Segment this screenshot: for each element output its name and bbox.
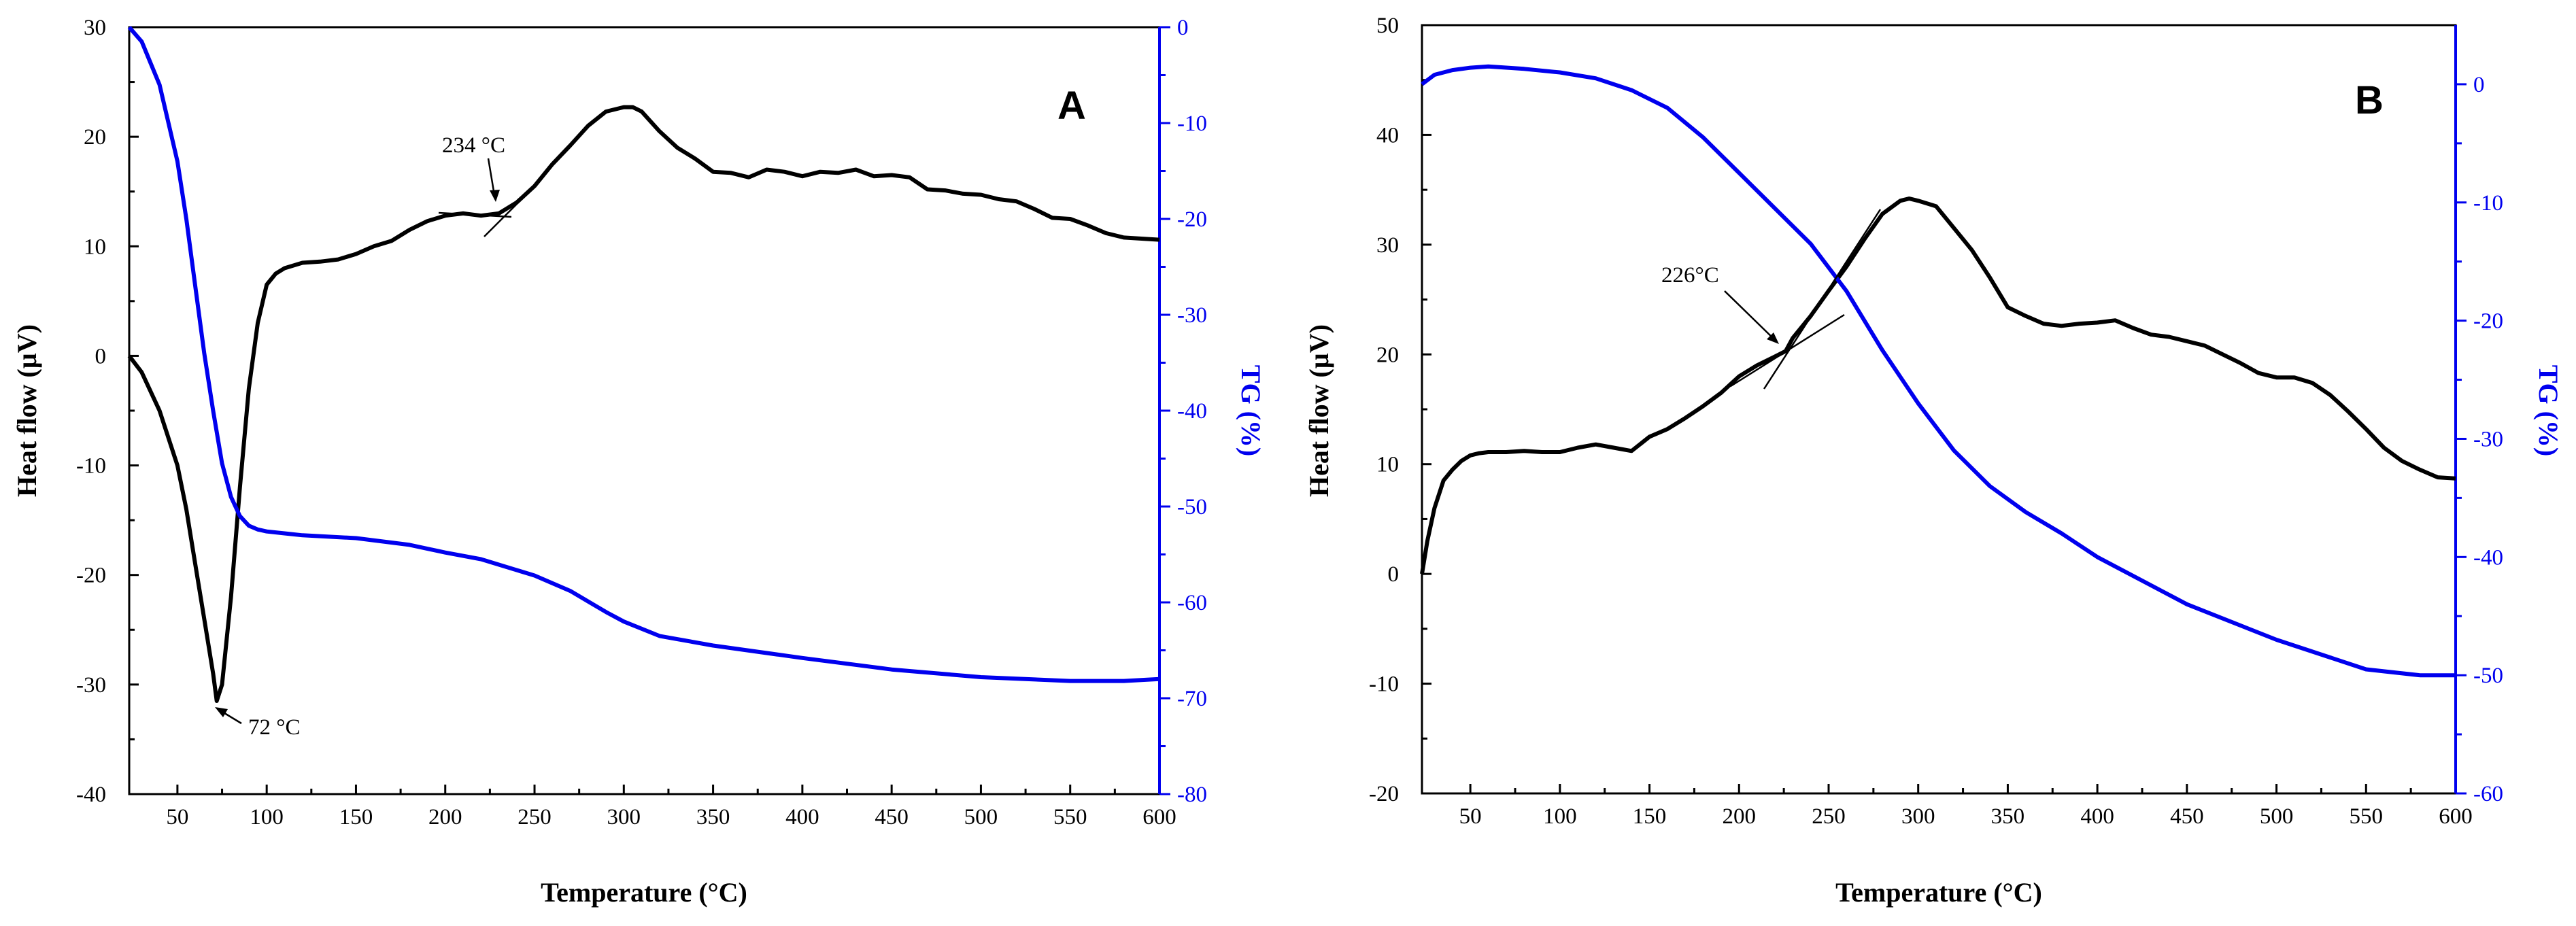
panel-b-y-tick-label: 0 [1388, 562, 1400, 587]
panel-a-y2-tick-label: 0 [1177, 16, 1189, 40]
panel-a-y2-ticks: -80 -70 -60 -50 -40 -30 -20 -10 0 [1159, 16, 1207, 807]
panel-b-x-tick-label: 500 [2260, 804, 2294, 829]
panel-a-x-tick-label: 600 [1142, 805, 1176, 829]
panel-b-y2-tick-label: -50 [2473, 664, 2503, 688]
panel-b-x-tick-label: 50 [1459, 804, 1482, 829]
panel-b-y-tick-label: 10 [1376, 453, 1399, 477]
panel-b-y2-tick-label: -40 [2473, 545, 2503, 570]
panel-b-tg-line [1421, 64, 2456, 678]
panel-a-x-tick-label: 150 [339, 805, 373, 829]
panel-a-x-tick-label: 300 [607, 805, 641, 829]
panel-b-y2-tick-label: -30 [2473, 427, 2503, 451]
panel-a-chart: 50 100 150 200 250 300 350 400 450 500 550 600 -40-… [12, 16, 1266, 908]
panel-a-annotation-234: 234 °C [442, 133, 505, 158]
panel-b-y2-axis-title: TG (%) [2533, 365, 2564, 456]
panel-a-x-axis-title: Temperature (°C) [541, 877, 747, 908]
panel-a-x-tick-label: 400 [785, 805, 819, 829]
panel-a-letter: A [1057, 84, 1086, 128]
panel-b-x-tick-label: 250 [1812, 804, 1846, 829]
panel-b-y2-ticks: -60 -50 -40 -30 -20 -10 0 [2456, 73, 2503, 806]
panel-b-x-axis-title: Temperature (°C) [1835, 877, 2042, 908]
panel-a-x-ticks: 50 100 150 200 250 300 350 400 450 500 550 600 [166, 785, 1176, 829]
panel-a-x-tick-label: 100 [250, 805, 284, 829]
panel-a-y-tick-label: -10 [76, 454, 106, 479]
panel-b-y-ticks: -20 -10 0 10 20 30 40 50 [1369, 14, 1431, 806]
panel-a-x-tick-label: 550 [1053, 805, 1087, 829]
panel-a-y-tick-label: 30 [84, 16, 106, 40]
panel-b-letter: B [2355, 78, 2384, 122]
panel-b-x-tick-label: 300 [1901, 804, 1935, 829]
panel-b-plot-frame [1421, 24, 2457, 795]
panel-b-y-tick-label: -10 [1369, 672, 1399, 697]
panel-a-x-tick-label: 250 [518, 805, 552, 829]
panel-a-y2-tick-label: -10 [1177, 112, 1207, 136]
panel-b-heat-flow-line [1420, 196, 2456, 575]
panel-b-x-tick-label: 100 [1543, 804, 1577, 829]
panel-b-y-tick-label: 50 [1376, 14, 1399, 38]
panel-b-arrow-226 [1724, 290, 1777, 342]
panel-a-tangent-line-1 [438, 211, 512, 218]
panel-a-annotation-72: 72 °C [248, 715, 300, 740]
panel-b-x-tick-label: 450 [2170, 804, 2204, 829]
panel-a-arrow-72-head [215, 707, 228, 717]
panel-a-y-tick-label: -20 [76, 564, 106, 588]
panel-a-heat-flow-line [127, 105, 1160, 703]
panel-a-y2-axis-title: TG (%) [1236, 365, 1266, 456]
panel-a-x-tick-label: 200 [428, 805, 462, 829]
panel-b-y2-tick-label: -10 [2473, 191, 2503, 216]
panel-a-y-ticks: -40 -30 -20 -10 0 10 20 30 [76, 16, 139, 807]
panel-b-x-tick-label: 200 [1723, 804, 1757, 829]
panel-b-x-tick-label: 400 [2080, 804, 2114, 829]
panel-b-x-tick-label: 550 [2350, 804, 2384, 829]
panel-a-y-tick-label: -30 [76, 673, 106, 698]
panel-a-y-tick-label: -40 [76, 783, 106, 807]
panel-a-y2-tick-label: -70 [1177, 687, 1207, 711]
panel-b-chart: 50 100 150 200 250 300 350 400 450 500 550 600 -20-… [1304, 14, 2564, 908]
panel-a-y2-tick-label: -20 [1177, 207, 1207, 232]
panel-a-y2-tick-label: -60 [1177, 591, 1207, 615]
panel-a-y-tick-label: 20 [84, 125, 106, 150]
panel-b-x-tick-label: 600 [2439, 804, 2473, 829]
panel-a-x-tick-label: 50 [166, 805, 188, 829]
panel-b-x-ticks: 50 100 150 200 250 300 350 400 450 500 550 600 [1459, 784, 2473, 829]
panel-b-arrow-226-head [1767, 332, 1779, 344]
panel-a-y-tick-label: 0 [95, 344, 107, 368]
panel-a-y2-tick-label: -80 [1177, 783, 1207, 807]
panel-a-y2-tick-label: -50 [1177, 495, 1207, 519]
panel-b-tangent-line-2 [1763, 209, 1882, 390]
panel-b-y2-tick-label: 0 [2473, 73, 2485, 97]
panel-b-y-tick-label: -20 [1369, 782, 1399, 806]
panel-b-tangent-line-1 [1730, 313, 1845, 388]
panel-a-arrow-234-head [490, 190, 500, 202]
panel-a-y2-tick-label: -30 [1177, 303, 1207, 328]
panel-b-y-axis-title: Heat flow (µV) [1304, 324, 1334, 497]
panel-b-y-tick-label: 40 [1376, 123, 1399, 148]
panel-b-annotation-226: 226°C [1661, 263, 1719, 288]
panel-a-x-tick-label: 500 [964, 805, 998, 829]
panel-a-x-tick-label: 350 [696, 805, 730, 829]
panel-a-y-axis-title: Heat flow (µV) [12, 324, 42, 497]
panel-b-x-tick-label: 350 [1991, 804, 2025, 829]
panel-b-y-tick-label: 30 [1376, 233, 1399, 258]
panel-b-y2-tick-label: -60 [2473, 782, 2503, 806]
panel-a-tg-line [127, 26, 1160, 683]
panel-b-y2-tick-label: -20 [2473, 309, 2503, 334]
panel-b-x-tick-label: 150 [1633, 804, 1667, 829]
panel-a-y-tick-label: 10 [84, 235, 106, 259]
panel-a-y2-tick-label: -40 [1177, 399, 1207, 424]
panel-a-tangent-line-2 [484, 196, 524, 237]
panel-b-y-tick-label: 20 [1376, 343, 1399, 367]
panel-a-x-tick-label: 450 [875, 805, 909, 829]
